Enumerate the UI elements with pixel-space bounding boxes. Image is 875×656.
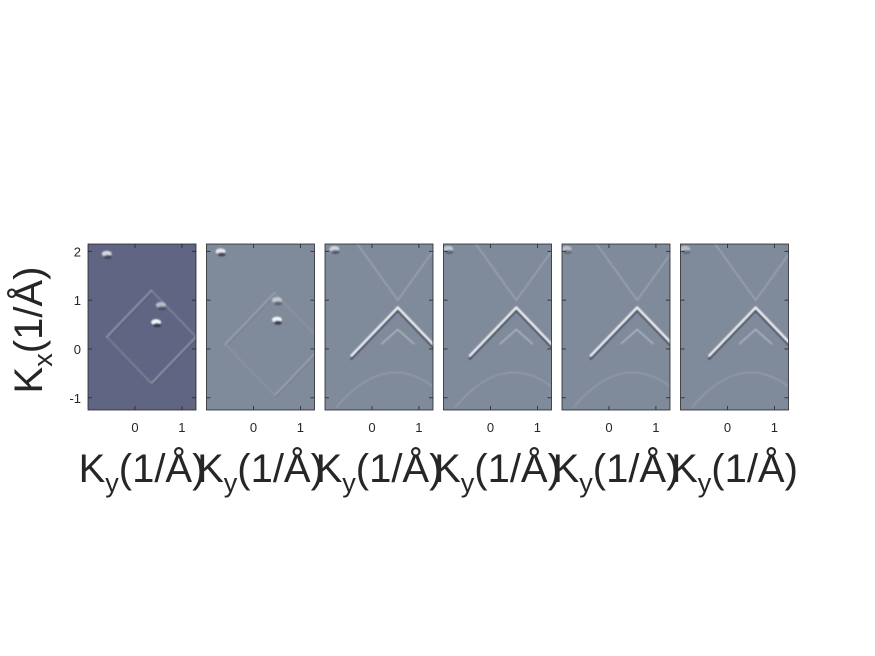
x-axis-title: Ky(1/Å) bbox=[197, 446, 324, 498]
dark-spot bbox=[273, 301, 282, 306]
panel-features bbox=[562, 244, 670, 408]
y-axis-title: Kx(1/Å) bbox=[6, 267, 58, 394]
x-axis-title-main: K bbox=[316, 447, 343, 491]
x-axis-title-unit: (1/Å) bbox=[593, 446, 680, 491]
band-chevron-shadow bbox=[350, 309, 433, 360]
x-axis-title: Ky(1/Å) bbox=[316, 446, 443, 498]
band-chevron-shadow bbox=[708, 309, 789, 360]
band-square-shadow bbox=[225, 293, 315, 398]
dark-spot bbox=[682, 249, 691, 254]
band-upper-v bbox=[356, 244, 433, 302]
x-tick-label: 1 bbox=[771, 420, 778, 435]
x-axis-title-sub: y bbox=[224, 468, 238, 498]
x-axis-title-sub: y bbox=[698, 468, 712, 498]
x-axis-title: Ky(1/Å) bbox=[553, 446, 680, 498]
panel-frame bbox=[561, 243, 671, 411]
band-upper-v bbox=[475, 244, 552, 302]
dark-spot bbox=[445, 249, 454, 254]
panel-features bbox=[329, 244, 433, 408]
dark-spot bbox=[157, 306, 166, 311]
panel-background bbox=[88, 244, 196, 410]
x-axis-title: Ky(1/Å) bbox=[79, 446, 206, 498]
band-arc bbox=[691, 372, 789, 408]
band-chevron-shadow bbox=[589, 309, 670, 360]
band-upper-v bbox=[714, 244, 789, 302]
svg-text:Kx(1/Å): Kx(1/Å) bbox=[6, 267, 58, 394]
panel-features bbox=[443, 244, 552, 408]
dark-spot bbox=[273, 320, 282, 325]
x-axis-title-main: K bbox=[671, 447, 698, 491]
dark-spot bbox=[103, 254, 112, 259]
band-arc bbox=[454, 372, 552, 408]
x-tick-label: 0 bbox=[605, 420, 612, 435]
x-axis-title-sub: y bbox=[461, 468, 475, 498]
panel-frame bbox=[443, 243, 552, 411]
x-axis-title-unit: (1/Å) bbox=[356, 446, 443, 491]
y-axis-title-unit: (1/Å) bbox=[6, 267, 51, 354]
y-axis-title-sub: x bbox=[28, 353, 58, 367]
band-chevron-shadow bbox=[468, 309, 552, 360]
band-arc bbox=[335, 372, 433, 408]
dark-spot bbox=[153, 323, 162, 328]
band-inner-chevron bbox=[738, 328, 773, 345]
x-axis-title-main: K bbox=[553, 447, 580, 491]
x-axis-title-main: K bbox=[197, 447, 224, 491]
panel-frame bbox=[206, 243, 315, 411]
band-chevron bbox=[350, 305, 433, 358]
band-chevron bbox=[468, 305, 552, 358]
x-tick-label: 1 bbox=[178, 420, 185, 435]
band-arc bbox=[572, 372, 670, 408]
x-tick-label: 0 bbox=[131, 420, 138, 435]
x-tick-label: 1 bbox=[415, 420, 422, 435]
y-tick-label: -1 bbox=[69, 391, 81, 406]
panel-frame bbox=[324, 243, 434, 411]
panel-4: 0 1 Ky(1/Å) bbox=[434, 243, 561, 498]
panel-features bbox=[680, 244, 789, 408]
dark-spot bbox=[563, 249, 572, 254]
band-inner-chevron bbox=[499, 328, 534, 345]
y-tick-label: 2 bbox=[74, 244, 81, 259]
panel-frame bbox=[680, 243, 789, 411]
band-upper-v bbox=[596, 244, 670, 302]
dark-spot bbox=[331, 249, 340, 254]
x-tick-label: 0 bbox=[368, 420, 375, 435]
band-inner-chevron bbox=[620, 328, 654, 345]
dark-spot bbox=[217, 252, 226, 257]
x-tick-label: 1 bbox=[534, 420, 541, 435]
x-axis-title-unit: (1/Å) bbox=[237, 446, 324, 491]
panel-6: 0 1 Ky(1/Å) bbox=[671, 243, 798, 498]
y-tick-label: 0 bbox=[74, 342, 81, 357]
band-chevron bbox=[589, 305, 670, 358]
x-tick-label: 0 bbox=[487, 420, 494, 435]
x-axis-title-main: K bbox=[79, 447, 106, 491]
x-tick-label: 0 bbox=[250, 420, 257, 435]
panel-2: 0 1 Ky(1/Å) bbox=[197, 243, 324, 498]
x-tick-label: 1 bbox=[297, 420, 304, 435]
x-tick-label: 0 bbox=[724, 420, 731, 435]
panel-5: 0 1 Ky(1/Å) bbox=[553, 243, 680, 498]
x-axis-title-unit: (1/Å) bbox=[474, 446, 561, 491]
x-axis-title-unit: (1/Å) bbox=[119, 446, 206, 491]
x-axis-title-unit: (1/Å) bbox=[711, 446, 798, 491]
x-tick-label: 1 bbox=[652, 420, 659, 435]
panel-frame bbox=[87, 243, 197, 411]
y-axis-title-main: K bbox=[7, 366, 51, 393]
x-axis-title: Ky(1/Å) bbox=[671, 446, 798, 498]
x-axis-title-sub: y bbox=[342, 468, 356, 498]
x-axis-title-sub: y bbox=[105, 468, 119, 498]
panel-3: 0 1 Ky(1/Å) bbox=[316, 243, 443, 498]
panel-features bbox=[101, 250, 196, 385]
band-inner-chevron bbox=[380, 328, 415, 345]
band-square-shadow bbox=[107, 291, 196, 385]
panel-1: -1 0 1 2 0 1 Ky(1/Å) bbox=[69, 243, 206, 498]
x-axis-title-sub: y bbox=[579, 468, 593, 498]
panel-features bbox=[215, 248, 315, 398]
x-axis-title-main: K bbox=[434, 447, 461, 491]
band-chevron bbox=[707, 305, 789, 358]
x-axis-title: Ky(1/Å) bbox=[434, 446, 561, 498]
panel-background bbox=[206, 244, 315, 410]
y-tick-label: 1 bbox=[74, 293, 81, 308]
